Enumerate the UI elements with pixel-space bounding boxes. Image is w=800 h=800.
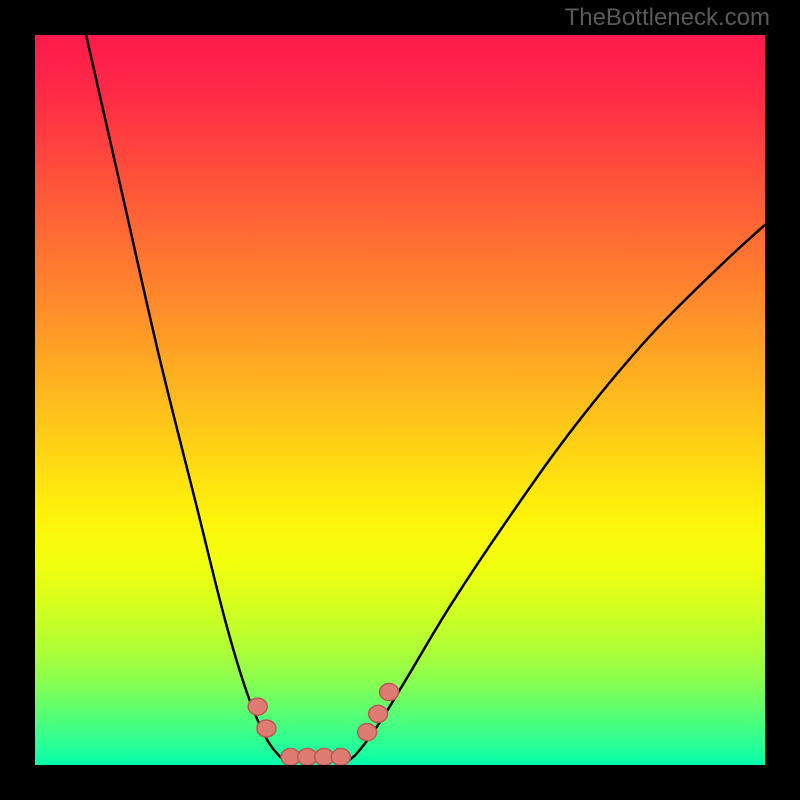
marker-left-0 (248, 698, 267, 715)
plot-svg (35, 35, 765, 765)
marker-right-1 (369, 705, 388, 722)
marker-bottom-3 (331, 748, 350, 765)
plot-area (35, 35, 765, 765)
chart-stage: TheBottleneck.com (0, 0, 800, 800)
marker-left-1 (257, 720, 276, 737)
marker-right-2 (380, 684, 399, 701)
gradient-background (35, 35, 765, 765)
marker-right-0 (358, 724, 377, 741)
watermark-text: TheBottleneck.com (565, 4, 770, 32)
